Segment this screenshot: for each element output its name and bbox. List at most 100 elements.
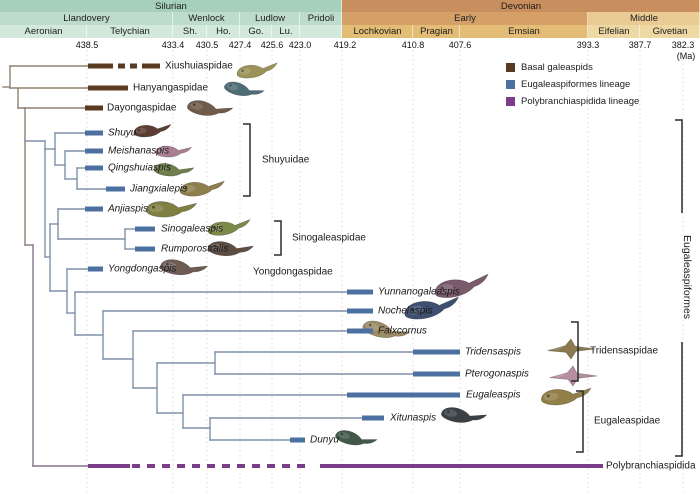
fish-illustration-yunnanogaleaspis	[434, 273, 489, 299]
fish-body	[133, 123, 172, 138]
range-bar-meishanaspis	[85, 148, 103, 154]
clade-label-sinogaleaspidae: Sinogaleaspidae	[292, 233, 366, 244]
fish-shield-highlight	[548, 342, 563, 351]
clade-bracket-shuyuidae	[243, 123, 251, 197]
range-bar-jiangxialepis	[106, 186, 125, 192]
fish-eye	[410, 307, 414, 312]
timescale-stage-sh: Sh.	[173, 25, 207, 38]
range-bar-falxcornus	[347, 328, 373, 334]
range-bar-sinogaleaspis	[135, 226, 155, 232]
timescale-stage-givetian: Givetian	[640, 25, 700, 38]
legend-swatch	[506, 63, 515, 72]
fish-body	[549, 365, 598, 387]
fish-eye	[192, 103, 196, 106]
taxon-label-anjiaspis: Anjiaspis	[107, 204, 148, 215]
taxon-label-xiushuiaspidae: Xiushuiaspidae	[165, 61, 233, 72]
fish-body	[404, 296, 460, 320]
ma-unit-label: (Ma)	[676, 51, 696, 61]
range-bar-polybranchiaspidida	[88, 464, 130, 468]
fish-illustration-dayongaspidae	[187, 100, 234, 116]
range-bar-shuyu	[85, 130, 103, 136]
range-bar-hanyangaspidae	[88, 85, 128, 91]
taxon-label-tridensaspis: Tridensaspis	[465, 347, 521, 358]
boundary-age-label: 407.6	[448, 40, 472, 50]
range-bar-dash-polybranchiaspidida	[162, 464, 170, 468]
fish-shield-highlight	[407, 305, 424, 315]
legend-label: Polybranchiaspidida lineage	[521, 96, 640, 107]
fish-shield-highlight	[210, 225, 223, 232]
fish-illustration-sinogaleaspis	[207, 218, 251, 236]
boundary-age-label: 425.6	[260, 40, 284, 50]
fish-body	[224, 81, 265, 97]
fish-illustration-pterogonaspis	[549, 365, 598, 387]
boundary-age-label: 438.5	[75, 40, 99, 50]
fish-illustration-yongdongaspis	[159, 259, 209, 276]
fish-eye	[159, 148, 162, 152]
fish-eye	[340, 432, 344, 436]
timescale-epoch-ludlow: Ludlow	[240, 12, 300, 25]
timescale-stage-pragian: Pragian	[413, 25, 460, 38]
taxon-label-dayongaspidae: Dayongaspidae	[107, 103, 177, 114]
boundary-age-label: 410.8	[401, 40, 425, 50]
range-bar-dash-polybranchiaspidida	[147, 464, 155, 468]
clade-label-eugaleaspidae: Eugaleaspidae	[594, 416, 661, 427]
timescale-epoch-pridoli: Pridoli	[300, 12, 342, 25]
timescale-stage-lu: Lu.	[272, 25, 300, 38]
legend-label: Eugaleaspiformes lineage	[521, 79, 631, 90]
range-bar-polybranchiaspidida	[320, 464, 603, 468]
taxon-label-pterogonaspis: Pterogonaspis	[465, 369, 529, 380]
range-bar-dash-polybranchiaspidida	[297, 464, 305, 468]
boundary-age-label: 393.3	[576, 40, 600, 50]
fish-eye	[546, 394, 550, 398]
boundary-age-label: 430.5	[195, 40, 219, 50]
timescale-stage-blank	[300, 25, 342, 38]
fish-illustration-dunyu	[335, 430, 378, 446]
range-bar-xiushuiaspidae	[130, 63, 137, 69]
taxon-label-xitunaspis: Xitunaspis	[389, 413, 436, 424]
legend-swatch	[506, 80, 515, 89]
timescale-epoch-llandovery: Llandovery	[0, 12, 173, 25]
taxon-label-qingshuiaspis: Qingshuiaspis	[108, 163, 171, 174]
legend-item: Eugaleaspiformes lineage	[506, 79, 630, 90]
fish-illustration-xiushuiaspidae	[236, 62, 278, 79]
fish-eye	[368, 323, 372, 327]
range-bar-xiushuiaspidae	[118, 63, 125, 69]
fish-eye	[213, 244, 217, 248]
fish-body	[145, 201, 198, 218]
taxon-label-polybranchiaspidida: Polybranchiaspidida	[606, 461, 696, 472]
fish-illustration-rumporostralis	[207, 241, 255, 257]
timescale-epoch-early: Early	[342, 12, 588, 25]
taxon-label-falxcornus: Falxcornus	[378, 326, 427, 337]
fish-shield-highlight	[550, 369, 565, 378]
taxon-label-jiangxialepis: Jiangxialepis	[129, 184, 187, 195]
fish-body	[153, 163, 195, 177]
fish-illustration-jiangxialepis	[179, 180, 225, 197]
legend-swatch	[506, 97, 515, 106]
fish-illustration-xitunaspis	[441, 407, 488, 423]
range-bar-dash-polybranchiaspidida	[237, 464, 245, 468]
clade-bracket-eugaleaspidae	[576, 390, 584, 453]
range-bar-xiushuiaspidae	[142, 63, 160, 69]
taxon-label-hanyangaspidae: Hanyangaspidae	[133, 83, 208, 94]
timescale-stage-lochkovian: Lochkovian	[342, 25, 413, 38]
fish-illustration-tridensaspis	[547, 338, 596, 360]
fish-illustration-eugaleaspis	[541, 387, 592, 406]
boundary-age-label: 427.4	[228, 40, 252, 50]
clade-bracket-sinogaleaspidae	[274, 220, 282, 256]
fish-shield-highlight	[239, 68, 251, 75]
fish-shield-highlight	[149, 204, 164, 213]
range-bar-anjiaspis	[85, 206, 103, 212]
taxon-label-nochelaspis: Nochelaspis	[378, 306, 432, 317]
fish-eye	[137, 129, 141, 132]
range-bar-nochelaspis	[347, 308, 373, 314]
timescale-stage-eifelian: Eifelian	[588, 25, 640, 38]
fish-body	[335, 430, 378, 446]
boundary-age-label: 433.4	[161, 40, 185, 50]
timescale-stage-emsian: Emsian	[460, 25, 588, 38]
range-bar-dash-polybranchiaspidida	[252, 464, 260, 468]
range-bar-eugaleaspis	[347, 392, 460, 398]
clade-bracket-eugaleaspiformes	[675, 342, 683, 457]
taxon-label-meishanaspis: Meishanaspis	[108, 146, 169, 157]
range-bar-dunyu	[290, 437, 305, 443]
